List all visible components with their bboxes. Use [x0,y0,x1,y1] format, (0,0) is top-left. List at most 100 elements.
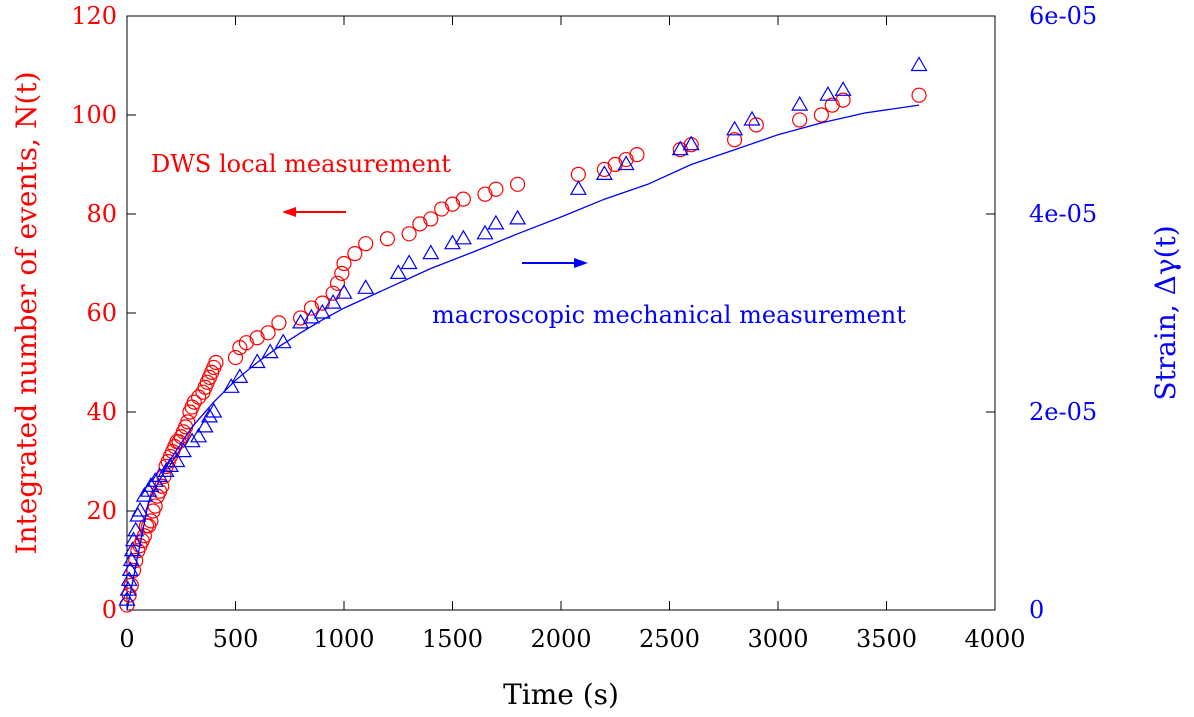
mechanical-point [190,427,208,443]
mechanical-point [222,378,240,393]
mechanical-point [174,442,192,458]
x-axis: 0 500 1000 1500 2000 2500 3000 3500 4000 [119,16,1026,653]
x-tick-label: 2000 [530,625,591,653]
mechanical-point [791,95,809,111]
left-y-axis-title: Integrated number of events, N(t) [10,71,43,554]
dws-point [208,354,224,371]
x-axis-title: Time (s) [503,678,619,711]
x-tick-label: 3500 [856,625,917,653]
right-y-tick-label: 4e-05 [1029,200,1097,228]
mechanical-point [910,56,928,72]
dws-point [618,151,634,168]
mechanical-point [142,477,160,492]
left-arrow-icon [282,207,346,217]
left-y-tick-label: 100 [71,101,117,129]
dws-point [792,112,808,128]
dws-point [509,176,526,192]
mechanical-point [454,229,472,245]
mechanical-point [261,343,279,359]
dws-point [271,315,287,331]
mechanical-point [248,353,266,369]
left-y-tick-label: 40 [86,398,117,426]
x-tick-label: 1000 [313,625,374,653]
x-tick-label: 500 [213,625,259,653]
dws-point [180,414,196,430]
right-y-tick-label: 2e-05 [1029,398,1097,426]
dws-point [334,265,350,281]
mechanical-point [123,541,141,557]
mechanical-point [743,110,761,126]
mechanical-point [313,303,331,319]
left-y-tick-label: 0 [102,596,117,624]
x-tick-label: 0 [119,625,134,653]
mechanical-point [205,402,223,418]
dws-point [911,87,927,103]
mechanical-point [231,368,249,383]
mechanical-point [569,180,587,195]
mechanical-point [682,135,700,151]
right-y-axis-title: Strain, Δγ(t) [1149,225,1182,400]
right-arrow-icon [522,258,588,268]
mechanical-point [131,501,149,517]
dws-point [358,236,374,252]
right-y-tick-label: 6e-05 [1029,2,1097,30]
mechanical-point [389,264,407,279]
series-layer [118,56,928,613]
x-tick-label: 2500 [639,625,700,653]
dws-point [813,107,830,123]
dws-point [629,147,645,163]
mechanical-point [122,551,140,567]
dws-point [412,216,428,232]
mechanical-point [135,486,153,502]
mechanical-point [129,506,147,522]
dws-point [336,255,352,272]
dws-point [293,310,309,326]
mechanical-point [834,81,852,96]
mechanical-point [292,313,310,329]
dws-point [434,201,450,217]
mechanical-point [509,209,527,225]
left-y-tick-label: 120 [71,2,117,30]
dws-point [238,335,254,351]
mechanical-point [819,85,837,101]
mechanical-point [196,417,214,433]
dws-point [607,156,623,173]
right-y-tick-label: 0 [1029,596,1044,624]
mechanical-point [487,214,505,230]
dws-point [249,330,265,346]
x-tick-label: 4000 [964,625,1025,653]
left-y-tick-label: 80 [86,200,117,228]
mechanical-point [121,561,139,577]
dws-point [186,394,202,410]
dws-point [260,325,276,341]
dws-annotation: DWS local measurement [151,150,451,178]
dws-point [444,196,461,212]
mechanical-point [168,452,186,468]
dws-point [379,231,395,247]
mechanical-point [595,165,613,180]
x-tick-label: 3000 [747,625,808,653]
dws-point [477,186,493,202]
dws-point [570,166,586,182]
dws-point [488,181,504,197]
dws-point [401,226,417,242]
mechanical-point [400,254,418,270]
left-y-axis: 0 20 40 60 80 100 120 [71,2,136,624]
dws-point [824,97,840,113]
mechanical-point [324,293,342,309]
mechanical-point [146,472,164,487]
macro-annotation: macroscopic mechanical measurement [432,301,906,329]
mechanical-point [127,521,145,537]
x-tick-label: 1500 [422,625,483,653]
mechanical-point [443,234,462,250]
fit-curve [126,104,920,611]
mechanical-point [726,120,744,136]
dws-point [455,191,471,207]
right-y-axis: 0 2e-05 4e-05 6e-05 [986,2,1097,624]
dws-point [347,246,363,262]
mechanical-point [124,531,143,547]
mechanical-point [183,432,201,448]
mechanical-point [161,457,179,472]
mechanical-point [422,244,440,260]
